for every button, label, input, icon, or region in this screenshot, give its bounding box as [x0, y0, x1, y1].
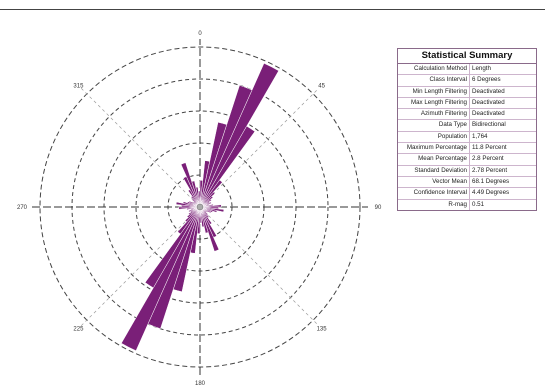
rose-petal: [199, 179, 223, 208]
summary-title: Statistical Summary: [398, 49, 536, 64]
summary-key: Mean Percentage: [398, 154, 470, 165]
top-rule: [0, 9, 545, 10]
summary-key: Confidence Interval: [398, 188, 470, 199]
summary-key: Max Length Filtering: [398, 97, 470, 109]
summary-value: 68.1 Degrees: [472, 177, 510, 185]
rose-petal: [199, 198, 212, 208]
rose-petal: [188, 206, 201, 216]
summary-key: Vector Mean: [398, 176, 470, 188]
summary-row: Population 1,764: [398, 131, 536, 144]
summary-row: Maximum Percentage 11.8 Percent: [398, 143, 536, 155]
rose-petal: [186, 206, 201, 219]
summary-value: Deactivated: [472, 87, 505, 95]
summary-key: Class Interval: [398, 75, 470, 86]
summary-row: Calculation Method Length: [398, 64, 536, 76]
axis-label-east: 90: [375, 205, 382, 211]
rose-axis-labels: 0 90 180 270 45 135 225 315: [17, 31, 382, 385]
summary-key: Min Length Filtering: [398, 86, 470, 97]
rose-petal: [199, 62, 280, 208]
summary-row: Max Length Filtering Deactivated: [398, 97, 536, 110]
rose-petal: [120, 206, 201, 352]
summary-value: 4.49 Degrees: [472, 189, 510, 197]
summary-row: Azimuth Filtering Deactivated: [398, 109, 536, 121]
summary-row: R-mag 0.51: [398, 199, 536, 210]
summary-row: Mean Percentage 2.8 Percent: [398, 154, 536, 166]
statistical-summary-table: Statistical Summary Calculation Method Le…: [397, 48, 537, 211]
axis-label-south: 180: [195, 381, 206, 385]
summary-key: Population: [398, 131, 470, 143]
rose-petal: [144, 206, 201, 289]
summary-key: Data Type: [398, 120, 470, 131]
rose-petal: [199, 195, 214, 208]
rose-petal: [199, 191, 216, 208]
rose-petal: [184, 206, 201, 223]
summary-value: 6 Degrees: [472, 76, 501, 84]
rose-petal: [199, 206, 220, 252]
summary-value: Length: [472, 65, 491, 72]
summary-row: Data Type Bidirectional: [398, 120, 536, 132]
summary-value: 0.51: [472, 200, 485, 208]
summary-row: Min Length Filtering Deactivated: [398, 86, 536, 98]
rose-petal: [177, 206, 201, 235]
summary-key: Standard Deviation: [398, 165, 470, 176]
axis-label-northwest: 315: [73, 83, 84, 89]
summary-value: Bidirectional: [472, 121, 506, 129]
rose-petal: [199, 206, 205, 228]
axis-label-southeast: 135: [317, 327, 328, 333]
summary-value: 11.8 Percent: [472, 144, 507, 152]
axis-label-north: 0: [198, 31, 202, 37]
summary-key: Maximum Percentage: [398, 143, 470, 154]
summary-key: Azimuth Filtering: [398, 109, 470, 120]
summary-row: Vector Mean 68.1 Degrees: [398, 176, 536, 189]
rose-petals: [120, 62, 280, 352]
rose-petal: [199, 125, 256, 208]
center-marker: [196, 203, 204, 211]
summary-row: Class Interval 6 Degrees: [398, 75, 536, 87]
rose-petal: [180, 162, 201, 208]
summary-row: Standard Deviation 2.78 Percent: [398, 165, 536, 177]
axis-label-southwest: 225: [73, 327, 84, 333]
rose-petal: [198, 190, 201, 208]
rose-petal: [191, 180, 201, 208]
rose-petal: [195, 186, 201, 208]
summary-value: 2.78 Percent: [472, 166, 508, 174]
axis-label-northeast: 45: [318, 83, 325, 89]
rose-petal: [178, 206, 201, 210]
summary-row: Confidence Interval 4.49 Degrees: [398, 188, 536, 200]
summary-key: Calculation Method: [398, 64, 470, 75]
rose-grid: [32, 39, 368, 375]
summary-key: R-mag: [398, 199, 470, 210]
rose-diagram: 0 90 180 270 45 135 225 315: [17, 31, 382, 385]
axis-label-west: 270: [17, 205, 28, 211]
summary-value: Deactivated: [472, 98, 505, 106]
summary-rows: Calculation Method Length Class Interval 6 …: [398, 64, 536, 210]
rose-petal: [199, 204, 222, 208]
summary-value: 2.8 Percent: [472, 155, 504, 163]
summary-value: Deactivated: [472, 110, 505, 118]
summary-value: 1,764: [472, 132, 488, 140]
rose-petal: [199, 206, 209, 234]
